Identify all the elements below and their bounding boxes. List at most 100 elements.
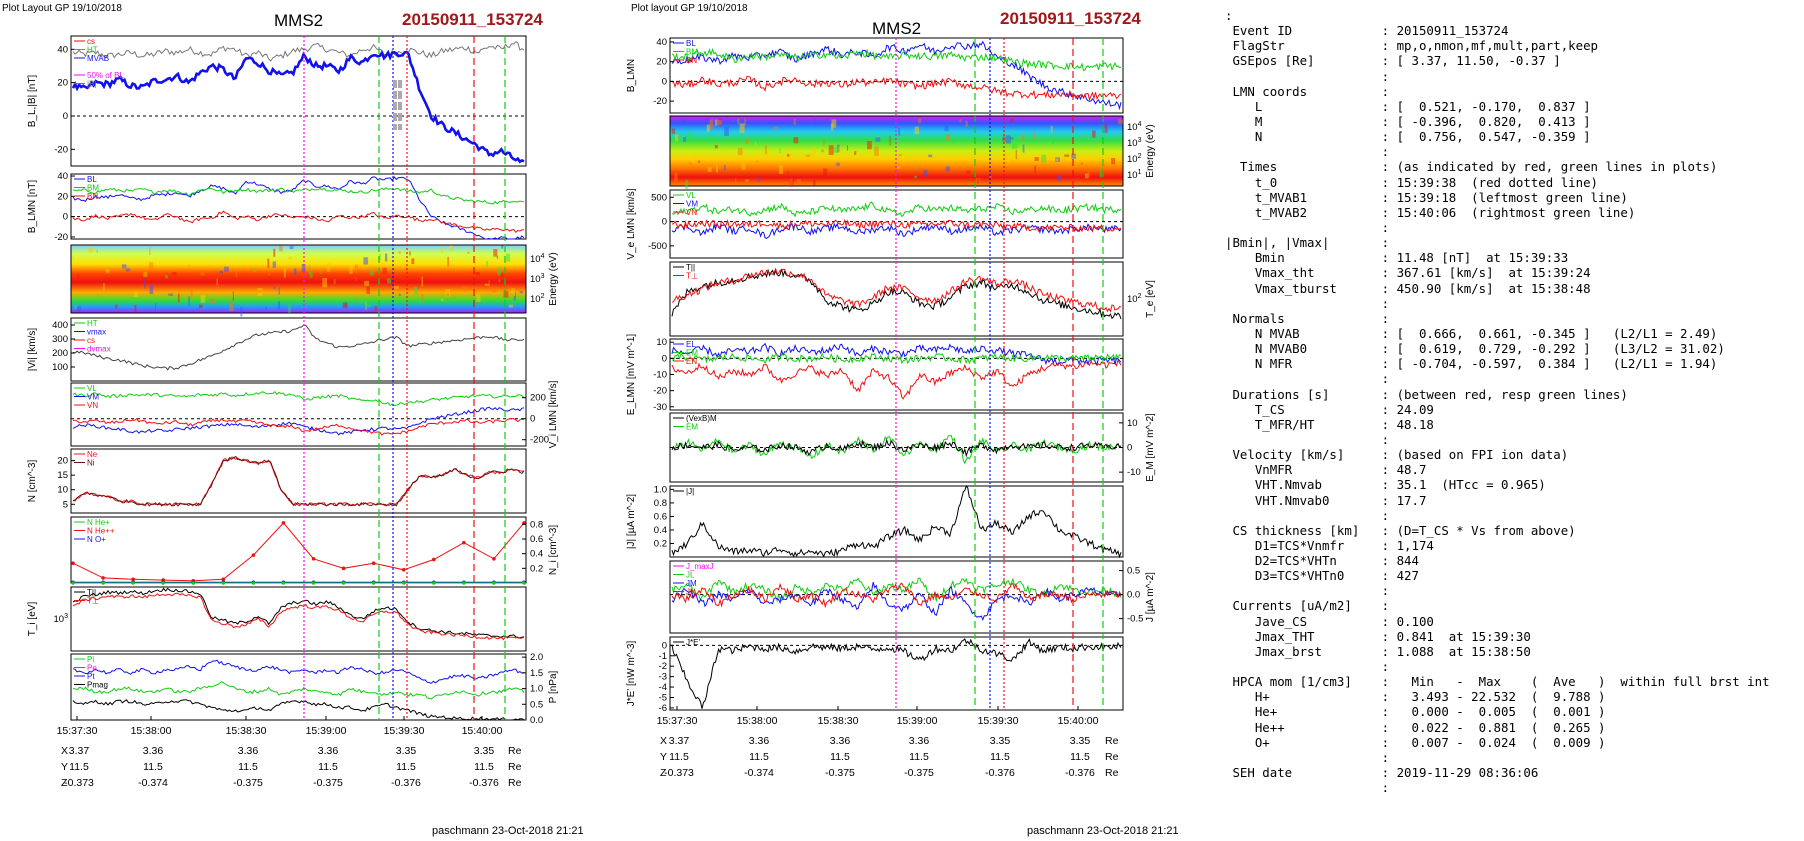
right-pos-value: 11.5 <box>830 751 850 763</box>
left-pos-value: 3.37 <box>69 745 90 757</box>
right-ytick-label: -30 <box>653 402 667 413</box>
left-ylabel-8: T_i [eV] <box>27 602 38 637</box>
left-series-T-line <box>72 592 525 641</box>
right-legend-label: J*E' <box>686 638 700 647</box>
left-pos-value: -0.375 <box>313 777 343 789</box>
right-ytick-label: 10 <box>1127 418 1138 429</box>
left-ytick-label: 40 <box>57 171 68 182</box>
left-ytick-label: 300 <box>52 334 68 345</box>
info-line: FlagStr : mp,o,nmon,mf,mult,part,keep <box>1225 38 1598 54</box>
left-series-point <box>462 540 466 545</box>
right-ytick-label: -500 <box>648 241 667 252</box>
left-series-point <box>281 521 286 525</box>
right-ytick-label: 500 <box>651 192 667 203</box>
left-pos-value: -0.373 <box>64 777 94 789</box>
left-ylabel-7: N_i [cm^-3] <box>548 525 559 575</box>
right-legend-label: VL <box>686 191 696 200</box>
left-series-NHe-line <box>72 522 525 582</box>
left-series-T-line <box>72 587 525 639</box>
left-panel-9-frame <box>70 653 527 721</box>
left-layout-label: Plot Layout GP 19/10/2018 <box>2 3 122 14</box>
right-ytick-label: 0.0 <box>1127 590 1140 601</box>
left-series-Vi-line <box>72 324 525 371</box>
right-legend-label: |J| <box>686 487 694 496</box>
left-ylabel-3: Energy (eV) <box>548 252 559 305</box>
left-series-point <box>311 557 316 561</box>
right-pos-value: 11.5 <box>749 751 769 763</box>
left-ylabel-1: B_L,|B| [nT] <box>27 75 38 128</box>
info-line: D2=TCS*VHTn : 844 <box>1225 553 1419 569</box>
left-series-point <box>432 581 436 585</box>
left-series-point <box>371 581 376 585</box>
left-time-tick-label: 15:38:00 <box>131 725 172 737</box>
right-ytick-label: -3 <box>659 672 667 683</box>
left-panel-7-frame <box>70 516 527 584</box>
info-line: D3=TCS*VHTn0 : 427 <box>1225 568 1419 584</box>
left-ytick-label: 20 <box>57 78 68 89</box>
right-pos-value: 3.35 <box>1070 735 1091 747</box>
right-pos-value: 3.36 <box>830 735 851 747</box>
left-legend-label: MVAB <box>87 54 109 63</box>
info-line: Event ID : 20150911_153724 <box>1225 23 1509 39</box>
left-series-point <box>221 577 226 582</box>
right-legend-label: (VexB)M <box>686 414 717 423</box>
left-ytick-label: 0.5 <box>530 699 543 710</box>
left-ylabel-9: P [nPa] <box>548 670 559 703</box>
right-ytick-label: 1.0 <box>654 484 667 495</box>
left-series-point <box>522 521 526 525</box>
left-panel-1-frame <box>70 35 527 167</box>
left-series-point <box>71 581 75 585</box>
left-time-tick-label: 15:39:30 <box>384 725 425 737</box>
right-ytick-label: 101 <box>1127 169 1142 181</box>
right-legend-label: J_maxJ <box>686 562 714 571</box>
right-legend-label: VM <box>686 200 698 209</box>
right-legend-label: T|| <box>686 263 695 272</box>
left-legend-label: Ni <box>87 459 95 468</box>
right-ytick-label: 0 <box>662 640 667 651</box>
info-line: VnMFR : 48.7 <box>1225 462 1427 478</box>
right-ytick-label: 102 <box>1127 153 1142 165</box>
time-axes-layer: 15:37:30 15:38:00 15:38:30 15:39:00 15:39:30… <box>57 706 1119 789</box>
info-line: CS thickness [km] : (D=T_CS * Vs from ab… <box>1225 522 1576 538</box>
info-line: N MFR : [ -0.704, -0.597, 0.384 ] (L2/L1… <box>1225 356 1718 372</box>
left-series-BM-line <box>72 187 525 205</box>
right-pos-row-label: Y <box>660 751 667 763</box>
info-line: Bmin : 11.48 [nT] at 15:39:33 <box>1225 250 1569 266</box>
left-legend-label: VM <box>87 393 99 402</box>
info-line: O+ : 0.007 - 0.024 ( 0.009 ) <box>1225 734 1606 750</box>
left-series-point <box>401 581 406 585</box>
right-ytick-label: -0.5 <box>1127 614 1143 625</box>
info-line: : <box>1225 749 1390 765</box>
info-line: VHT.Nmvab0 : 17.7 <box>1225 492 1427 508</box>
left-legend-label: N He++ <box>87 527 115 536</box>
left-legend-label: |B| <box>87 80 97 89</box>
info-line: : <box>1225 431 1390 447</box>
right-ylabel-7: |J| [µA m^-2] <box>626 494 637 549</box>
left-time-tick-label: 15:40:00 <box>462 725 503 737</box>
left-pos-value: 11.5 <box>396 761 416 773</box>
left-ytick-label: 2.0 <box>530 652 543 663</box>
right-series-BL-line <box>671 40 1122 111</box>
left-series-point <box>341 566 346 571</box>
info-line: Times : (as indicated by red, green line… <box>1225 159 1718 175</box>
left-series-VN-line <box>72 417 525 436</box>
left-pos-value: -0.374 <box>138 777 168 789</box>
left-pos-value: 11.5 <box>238 761 258 773</box>
left-series-Pt-line <box>72 659 525 684</box>
left-pos-unit: Re <box>508 745 522 757</box>
right-legend-label: EM <box>686 423 698 432</box>
right-pos-unit: Re <box>1105 751 1119 763</box>
left-series-VM-line <box>72 406 525 436</box>
left-ytick-label: 10 <box>57 485 68 496</box>
left-ytick-label: 100 <box>52 362 68 373</box>
left-legend-label: VN <box>87 401 98 410</box>
info-line: N : [ 0.756, 0.547, -0.359 ] <box>1225 129 1591 145</box>
left-ytick-label: 0.2 <box>530 563 543 574</box>
left-series-point <box>191 581 196 585</box>
event-info-table: : Event ID : 20150911_153724 FlagStr : m… <box>1225 8 1795 795</box>
left-ytick-label: 15 <box>57 470 68 481</box>
info-line: T_CS : 24.09 <box>1225 401 1434 417</box>
